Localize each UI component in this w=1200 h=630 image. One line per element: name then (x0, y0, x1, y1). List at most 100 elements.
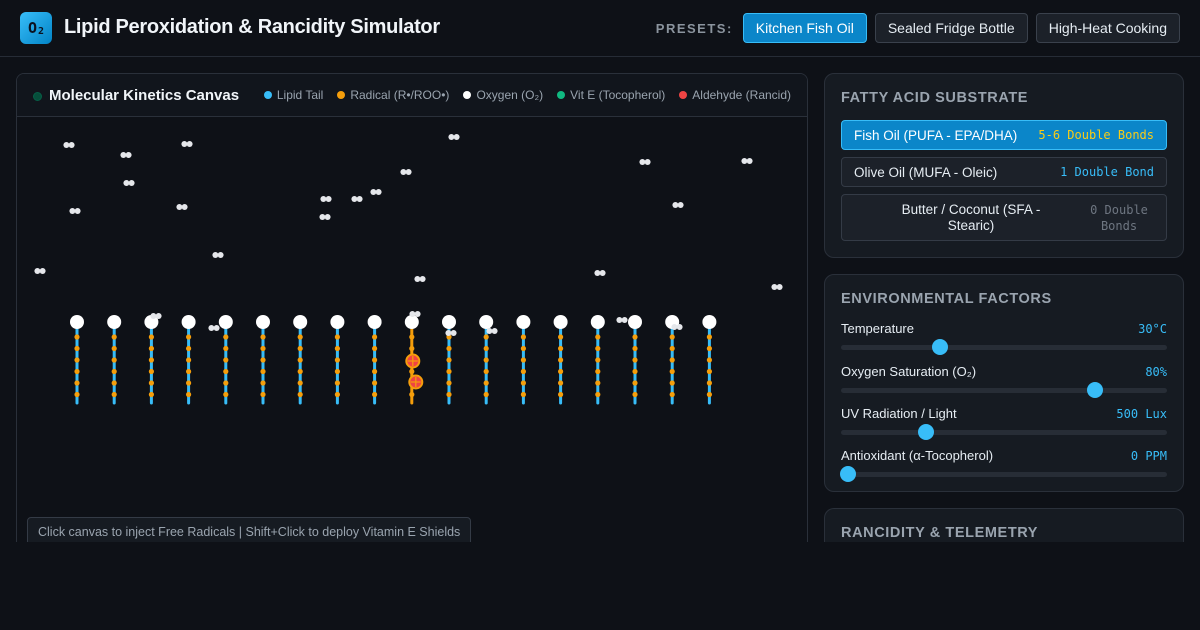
oxygen-molecule (486, 328, 493, 334)
double-bond-site (186, 345, 192, 352)
lipid-head (256, 315, 270, 329)
oxygen-molecule (356, 196, 363, 202)
oxygen-slider-row: Oxygen Saturation (O₂) 80% (841, 364, 1167, 398)
substrate-bonds: 5-6 Double Bonds (1038, 128, 1154, 142)
double-bond-site (372, 345, 378, 352)
substrate-title: FATTY ACID SUBSTRATE (841, 90, 1029, 106)
oxygen-molecule (39, 268, 46, 274)
legend-oxygen: Oxygen (O₂) (463, 88, 543, 102)
double-bond-site (223, 357, 229, 363)
slider-thumb[interactable] (917, 424, 934, 440)
double-bond-site (297, 357, 303, 363)
double-bond-site (483, 345, 489, 352)
double-bond-site (669, 357, 675, 363)
double-bond-site (148, 380, 154, 386)
double-bond-site (558, 391, 564, 398)
double-bond-site (669, 368, 675, 375)
oxygen-molecule (405, 169, 412, 175)
oxygen-molecule (776, 284, 783, 290)
oxygen-molecule (155, 313, 162, 319)
double-bond-site (334, 391, 340, 398)
double-bond-site (520, 345, 526, 352)
lipid-head (442, 315, 456, 329)
substrate-butter-coconut-option[interactable]: Butter / Coconut (SFA - Stearic) 0 Doubl… (841, 194, 1167, 241)
oxygen-molecule (319, 214, 326, 220)
legend-radical-dot-icon (337, 91, 346, 99)
double-bond-site (558, 345, 564, 352)
double-bond-site (372, 357, 378, 363)
double-bond-site (334, 334, 340, 340)
double-bond-site (297, 334, 303, 340)
oxygen-molecule (186, 141, 193, 147)
lipid-head (628, 315, 642, 329)
double-bond-site (706, 357, 713, 363)
double-bond-site (148, 334, 154, 340)
oxygen-slider[interactable] (841, 382, 1167, 398)
double-bond-site (186, 357, 192, 363)
double-bond-site (297, 391, 303, 398)
double-bond-site (223, 345, 229, 352)
oxygen-molecule (491, 328, 498, 334)
double-bond-site (446, 345, 452, 352)
oxygen-molecule (453, 134, 460, 140)
double-bond-site (446, 357, 452, 363)
substrate-olive-oil-option[interactable]: Olive Oil (MUFA - Oleic) 1 Double Bond (841, 157, 1167, 187)
lipid-head (590, 315, 605, 329)
legend-aldehyde: Aldehyde (Rancid) (679, 88, 791, 102)
preset-kitchen-fish-oil-button[interactable]: Kitchen Fish Oil (742, 13, 867, 43)
oxygen-molecule (414, 311, 421, 317)
oxygen-molecule (445, 330, 452, 336)
double-bond-site (260, 345, 266, 352)
legend-lipid-tail: Lipid Tail (263, 88, 323, 102)
antioxidant-slider-row: Antioxidant (α-Tocopherol) 0 PPM (839, 448, 1167, 482)
double-bond-site (74, 357, 80, 363)
lipid-head (181, 315, 196, 329)
oxygen-molecule (217, 252, 224, 258)
double-bond-site (223, 334, 229, 340)
preset-sealed-fridge-bottle-button[interactable]: Sealed Fridge Bottle (874, 13, 1028, 43)
double-bond-site (595, 345, 601, 352)
oxygen-molecule (676, 324, 683, 330)
legend-vitamin-e-dot-icon (557, 91, 566, 99)
double-bond-site (446, 368, 452, 375)
double-bond-site (148, 368, 154, 375)
substrate-fish-oil-option[interactable]: Fish Oil (PUFA - EPA/DHA) 5-6 Double Bon… (841, 120, 1167, 150)
double-bond-site (558, 368, 564, 375)
double-bond-site (558, 380, 564, 386)
slider-thumb[interactable] (1087, 382, 1104, 398)
double-bond-site (409, 368, 415, 375)
double-bond-site (186, 380, 192, 386)
slider-value: 0 PPM (1130, 449, 1167, 463)
slider-thumb[interactable] (839, 466, 856, 482)
status-indicator-icon (33, 92, 42, 101)
double-bond-site (334, 357, 340, 363)
simulation-canvas[interactable] (17, 117, 808, 553)
oxygen-molecule (181, 204, 188, 210)
temperature-slider[interactable] (841, 339, 1167, 355)
double-bond-site (74, 334, 80, 340)
oxygen-molecule (448, 134, 455, 140)
oxygen-molecule (771, 284, 778, 290)
double-bond-site (111, 345, 117, 352)
uv-slider-row: UV Radiation / Light 500 Lux (841, 406, 1167, 440)
double-bond-site (483, 380, 489, 386)
legend-aldehyde-dot-icon (679, 91, 688, 99)
double-bond-site (669, 334, 675, 340)
legend-vitamin-e: Vit E (Tocopherol) (557, 88, 665, 102)
slider-thumb[interactable] (932, 339, 949, 355)
oxygen-molecule (671, 324, 678, 330)
double-bond-site (148, 345, 154, 352)
double-bond-site (74, 391, 80, 398)
antioxidant-slider[interactable] (839, 466, 1167, 482)
oxygen-molecule (320, 196, 327, 202)
legend-lipid-dot-icon (263, 91, 272, 99)
oxygen-molecule (746, 158, 753, 164)
presets-label: PRESETS: (655, 20, 733, 36)
preset-high-heat-cooking-button[interactable]: High-Heat Cooking (1035, 13, 1180, 43)
double-bond-site (595, 357, 601, 363)
uv-slider[interactable] (841, 424, 1167, 440)
double-bond-site (558, 334, 564, 340)
double-bond-site (111, 334, 117, 340)
double-bond-site (706, 380, 713, 386)
